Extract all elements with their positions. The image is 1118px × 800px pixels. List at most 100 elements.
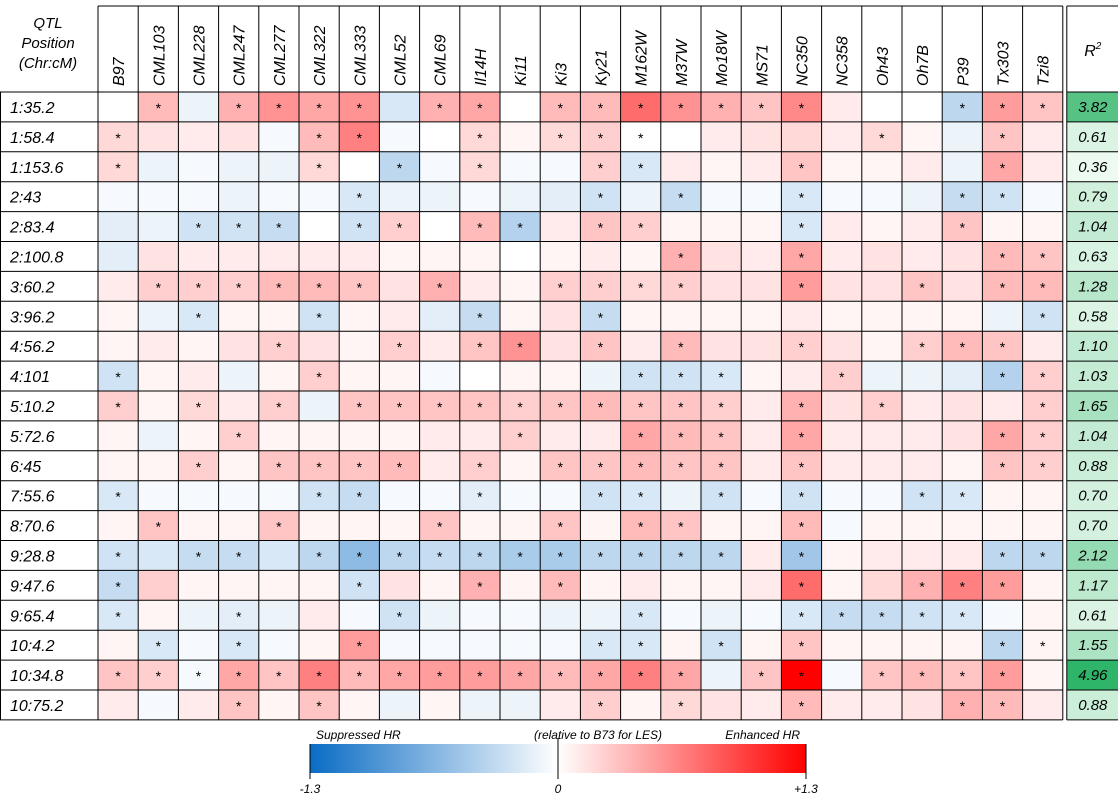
- heatmap-cell: [942, 181, 983, 212]
- heatmap-cell: [178, 480, 219, 511]
- heatmap-cell: [580, 660, 621, 690]
- significance-marker: *: [638, 220, 644, 236]
- significance-marker: *: [156, 519, 162, 535]
- heatmap-cell: [1022, 540, 1063, 571]
- significance-marker: *: [558, 279, 564, 295]
- heatmap-cell: [98, 540, 139, 571]
- column-header: CML247: [232, 24, 249, 86]
- heatmap-cell: [942, 331, 983, 362]
- significance-marker: *: [1000, 548, 1006, 564]
- heatmap-cell: [540, 211, 581, 242]
- column-header: B97: [111, 56, 128, 86]
- heatmap-cell: [982, 630, 1023, 661]
- heatmap-cell: [178, 540, 219, 571]
- significance-marker: *: [316, 160, 322, 176]
- heatmap-cell: [701, 570, 742, 601]
- significance-marker: *: [678, 459, 684, 475]
- heatmap-cell: [1022, 570, 1063, 601]
- significance-marker: *: [678, 429, 684, 445]
- heatmap-cell: [861, 480, 902, 511]
- heatmap-cell: [419, 540, 460, 571]
- heatmap-cell: [982, 450, 1023, 481]
- significance-marker: *: [196, 459, 202, 475]
- heatmap-cell: [98, 510, 139, 541]
- significance-marker: *: [799, 489, 805, 505]
- heatmap-cell: [902, 660, 943, 690]
- significance-marker: *: [678, 548, 684, 564]
- heatmap-cell: [299, 361, 340, 391]
- significance-marker: *: [638, 459, 644, 475]
- heatmap-cell: [982, 121, 1023, 152]
- heatmap-cell: [178, 391, 219, 421]
- row-label: 10:34.8: [10, 668, 63, 685]
- heatmap-cell: [701, 690, 742, 720]
- heatmap-cell: [620, 391, 661, 421]
- heatmap-cell: [258, 121, 299, 152]
- heatmap-cell: [379, 420, 420, 451]
- heatmap-cell: [459, 450, 500, 481]
- heatmap-cell: [902, 630, 943, 661]
- heatmap-cell: [781, 92, 822, 122]
- significance-marker: *: [1040, 279, 1046, 295]
- heatmap-cell: [258, 450, 299, 481]
- heatmap-cell: [660, 690, 701, 720]
- heatmap-cell: [459, 540, 500, 571]
- significance-marker: *: [316, 698, 322, 714]
- heatmap-cell: [620, 660, 661, 690]
- heatmap-cell: [178, 331, 219, 362]
- significance-marker: *: [397, 220, 403, 236]
- r2-cell: [1066, 570, 1118, 601]
- heatmap-cell: [419, 420, 460, 451]
- heatmap-cell: [178, 151, 219, 182]
- r2-header: R2: [1084, 41, 1102, 60]
- significance-marker: *: [919, 489, 925, 505]
- significance-marker: *: [638, 519, 644, 535]
- heatmap-cell: [902, 570, 943, 601]
- column-header: M37W: [674, 38, 691, 86]
- heatmap-cell: [861, 181, 902, 212]
- heatmap-cell: [98, 600, 139, 631]
- heatmap-cell: [98, 151, 139, 182]
- heatmap-cell: [982, 690, 1023, 720]
- significance-marker: *: [397, 459, 403, 475]
- significance-marker: *: [115, 399, 121, 415]
- heatmap-cell: [942, 420, 983, 451]
- significance-marker: *: [799, 339, 805, 355]
- significance-marker: *: [477, 489, 483, 505]
- heatmap-cell: [902, 271, 943, 302]
- heatmap-cell: [942, 690, 983, 720]
- heatmap-cell: [861, 660, 902, 690]
- heatmap-cell: [741, 420, 782, 451]
- heatmap-cell: [982, 540, 1023, 571]
- heatmap-cell: [821, 600, 862, 631]
- significance-marker: *: [1000, 249, 1006, 265]
- heatmap-cell: [701, 630, 742, 661]
- significance-marker: *: [115, 130, 121, 146]
- heatmap-cell: [379, 331, 420, 362]
- heatmap-cell: [138, 510, 179, 541]
- r2-value: 3.82: [1078, 99, 1108, 116]
- significance-marker: *: [156, 638, 162, 654]
- r2-cell: [1066, 331, 1118, 362]
- heatmap-cell: [218, 480, 259, 511]
- significance-marker: *: [960, 489, 966, 505]
- r2-value: 0.79: [1078, 189, 1108, 206]
- column-header: CML69: [433, 34, 450, 86]
- r2-value: 1.65: [1078, 398, 1108, 415]
- heatmap-cell: [339, 510, 380, 541]
- heatmap-cell: [218, 630, 259, 661]
- significance-marker: *: [799, 160, 805, 176]
- heatmap-cell: [580, 630, 621, 661]
- significance-marker: *: [357, 190, 363, 206]
- heatmap-cell: [781, 391, 822, 421]
- heatmap-cell: [299, 420, 340, 451]
- heatmap-cell: [419, 391, 460, 421]
- r2-value: 1.28: [1078, 278, 1108, 295]
- heatmap-cell: [138, 92, 179, 122]
- heatmap-cell: [1022, 630, 1063, 661]
- significance-marker: *: [960, 668, 966, 684]
- r2-value: 1.17: [1078, 577, 1108, 594]
- heatmap-cell: [1022, 211, 1063, 242]
- heatmap-cell: [620, 570, 661, 601]
- heatmap-cell: [419, 600, 460, 631]
